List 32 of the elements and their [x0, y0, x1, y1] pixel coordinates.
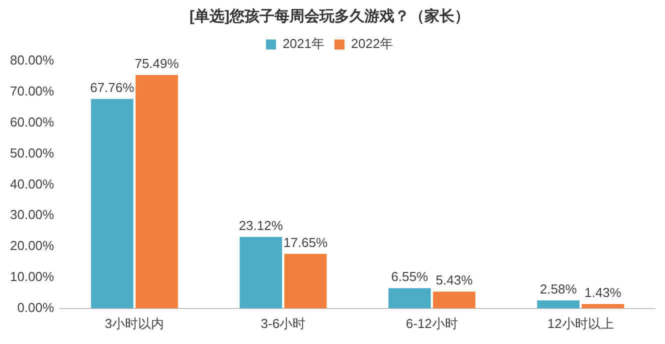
bar	[90, 98, 134, 308]
data-label: 23.12%	[238, 218, 284, 233]
y-tick-label: 30.00%	[10, 207, 55, 222]
data-label: 5.43%	[436, 272, 474, 288]
x-tick-label: 12小时以上	[547, 316, 614, 331]
data-label: 2.58%	[540, 282, 578, 296]
y-tick-label: 50.00%	[10, 145, 55, 160]
x-tick-label: 3小时以内	[104, 316, 164, 331]
legend-label: 2022年	[351, 36, 393, 52]
data-label: 17.65%	[283, 234, 328, 250]
bar	[136, 74, 178, 308]
y-tick-label: 70.00%	[10, 84, 55, 99]
y-tick-label: 20.00%	[10, 238, 55, 254]
y-tick-label: 60.00%	[10, 114, 55, 130]
x-tick-label: 6-12小时	[406, 316, 458, 331]
bar	[582, 304, 624, 308]
data-label: 67.76%	[90, 80, 135, 95]
bar	[388, 288, 431, 308]
y-tick-label: 80.00%	[10, 52, 55, 68]
bar	[240, 236, 282, 308]
y-tick-label: 10.00%	[10, 269, 55, 284]
data-label: 75.49%	[134, 56, 180, 72]
bar	[284, 254, 327, 308]
legend-label: 2021年	[282, 36, 324, 52]
chart-title: [单选]您孩子每周会玩多久游戏？（家长）	[190, 7, 470, 26]
bar	[433, 292, 476, 308]
y-tick-label: 40.00%	[10, 176, 55, 192]
x-tick-label: 3-6小时	[260, 316, 306, 331]
bar	[537, 300, 580, 308]
data-label: 1.43%	[584, 285, 622, 300]
data-label: 6.55%	[391, 269, 428, 284]
y-tick-label: 0.00%	[17, 300, 55, 315]
